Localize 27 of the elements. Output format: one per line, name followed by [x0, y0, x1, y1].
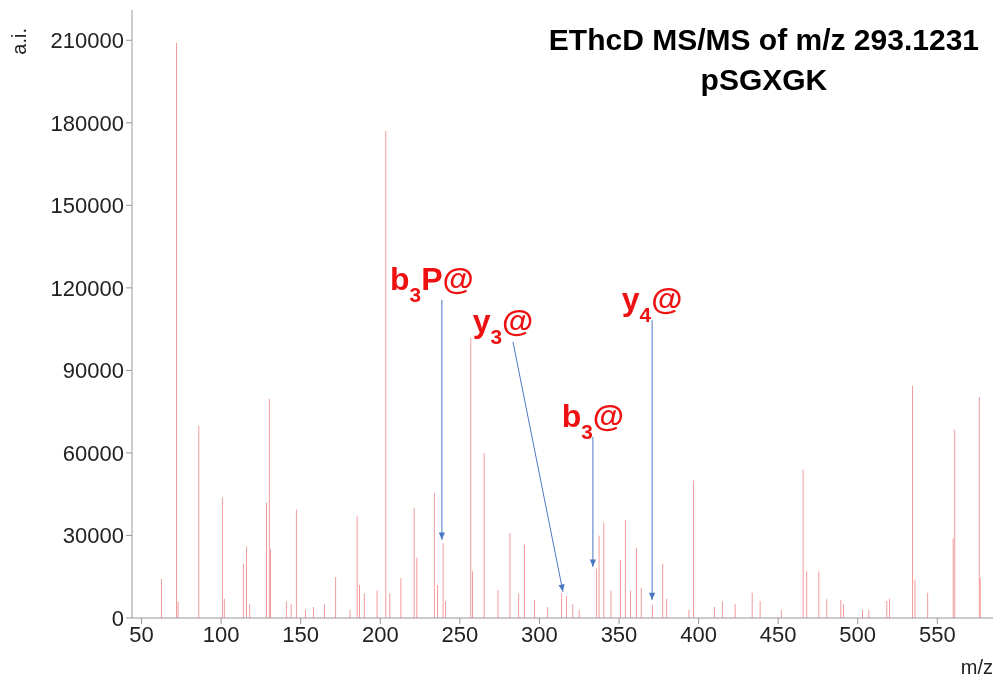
chart-title: EThcD MS/MS of m/z 293.1231: [548, 22, 979, 58]
x-tick-label: 500: [839, 621, 877, 647]
x-tick-label: 150: [282, 621, 320, 647]
y-tick-label: 60000: [62, 440, 124, 466]
y-tick-label: 180000: [50, 110, 124, 136]
x-tick-label: 50: [129, 621, 154, 647]
x-tick-label: 450: [759, 621, 797, 647]
annotation: y$_{3}$@: [472, 302, 534, 348]
y-tick-label: 120000: [50, 275, 124, 301]
y-tick-label: 90000: [62, 358, 124, 384]
x-tick-label: 550: [918, 621, 956, 647]
annotation: b$_{3}$@: [561, 397, 625, 443]
y-tick-label: 150000: [50, 193, 124, 219]
x-axis-title: m/z: [960, 656, 993, 678]
y-tick-label: 30000: [62, 523, 124, 549]
x-tick-label: 350: [600, 621, 638, 647]
annotation: y$_{4}$@: [621, 281, 683, 326]
x-tick-label: 400: [680, 621, 717, 647]
annotation: b$_{3}$P@: [390, 260, 474, 306]
x-tick-label: 200: [361, 621, 399, 647]
x-tick-label: 100: [202, 621, 240, 647]
y-tick-label: 0: [111, 605, 124, 631]
x-tick-label: 250: [441, 621, 479, 647]
y-axis-title: a.i.: [8, 28, 30, 55]
y-tick-label: 210000: [50, 28, 124, 54]
x-tick-label: 300: [521, 621, 558, 647]
text: pSGXGK: [699, 62, 829, 98]
